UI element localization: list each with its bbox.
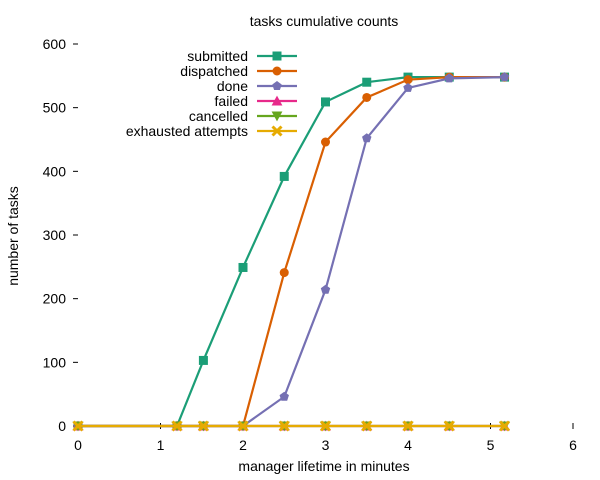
x-marker-stroke [237, 420, 249, 432]
data-point [321, 137, 330, 147]
legend-entry: failed [215, 93, 297, 109]
data-point [361, 420, 373, 432]
x-marker-stroke [443, 420, 455, 432]
y-tick-label: 300 [43, 227, 67, 243]
x-tick-label: 4 [404, 437, 412, 453]
legend-label: cancelled [189, 108, 248, 124]
x-marker-stroke [171, 420, 183, 432]
x-marker-stroke [361, 420, 373, 432]
legend-label: exhausted attempts [126, 123, 248, 139]
y-tick-label: 200 [43, 291, 67, 307]
data-point [362, 92, 372, 102]
legend-entry: cancelled [189, 108, 297, 124]
data-point [238, 262, 248, 272]
legend-label: done [217, 78, 248, 94]
series-layer [72, 72, 511, 432]
legend-label: submitted [187, 48, 248, 64]
x-marker-stroke [72, 420, 84, 432]
x-marker-stroke [402, 420, 414, 432]
legend-marker [272, 66, 282, 76]
y-tick-label: 600 [43, 36, 67, 52]
x-axis-label: manager lifetime in minutes [238, 458, 409, 474]
y-tick-label: 100 [43, 354, 67, 370]
x-marker-stroke [278, 420, 290, 432]
data-point [279, 268, 289, 278]
x-marker-stroke [498, 420, 511, 432]
legend-label: failed [215, 93, 248, 109]
x-marker-stroke [197, 420, 209, 432]
x-tick-label: 3 [322, 437, 330, 453]
data-point [278, 420, 290, 432]
legend-marker [271, 111, 283, 122]
legend-entry: dispatched [180, 63, 297, 79]
legend-entry: done [217, 78, 297, 94]
legend-label: dispatched [180, 63, 248, 79]
x-marker-stroke [319, 420, 332, 432]
legend-marker [271, 125, 283, 137]
data-point [197, 420, 209, 432]
data-point [443, 420, 455, 432]
data-point [498, 420, 511, 432]
x-tick-label: 2 [239, 437, 247, 453]
y-axis-label: number of tasks [5, 186, 21, 286]
y-tick-label: 0 [58, 418, 66, 434]
data-point [444, 73, 454, 83]
data-point [320, 284, 331, 294]
data-point [171, 420, 183, 432]
legend: submitteddispatcheddonefailedcancelledex… [126, 48, 297, 139]
data-point [237, 420, 249, 432]
data-point [402, 420, 414, 432]
data-point [403, 82, 413, 92]
legend-marker [271, 95, 283, 106]
axes: 0 1 2 3 4 5 6 0 100 200 300 400 500 600 [43, 36, 577, 453]
series-exhausted-attempts [72, 420, 511, 432]
data-point [198, 355, 208, 365]
x-tick-label: 1 [157, 437, 165, 453]
legend-entry: exhausted attempts [126, 123, 297, 139]
data-point [362, 77, 372, 87]
series-line [78, 76, 505, 428]
x-tick-label: 5 [487, 437, 495, 453]
y-tick-label: 400 [43, 163, 67, 179]
data-point [499, 72, 510, 82]
x-tick-label: 0 [74, 437, 82, 453]
chart-title: tasks cumulative counts [250, 13, 399, 29]
data-point [321, 97, 330, 107]
data-point [403, 75, 413, 85]
x-tick-label: 6 [569, 437, 577, 453]
x-marker-stroke [271, 125, 283, 137]
data-point [279, 391, 289, 401]
data-point [319, 420, 332, 432]
data-point [279, 171, 289, 181]
legend-entry: submitted [187, 48, 297, 64]
data-point [72, 420, 84, 432]
data-point [362, 133, 372, 143]
legend-marker [272, 51, 282, 61]
legend-marker [272, 81, 282, 90]
y-tick-label: 500 [43, 100, 67, 116]
